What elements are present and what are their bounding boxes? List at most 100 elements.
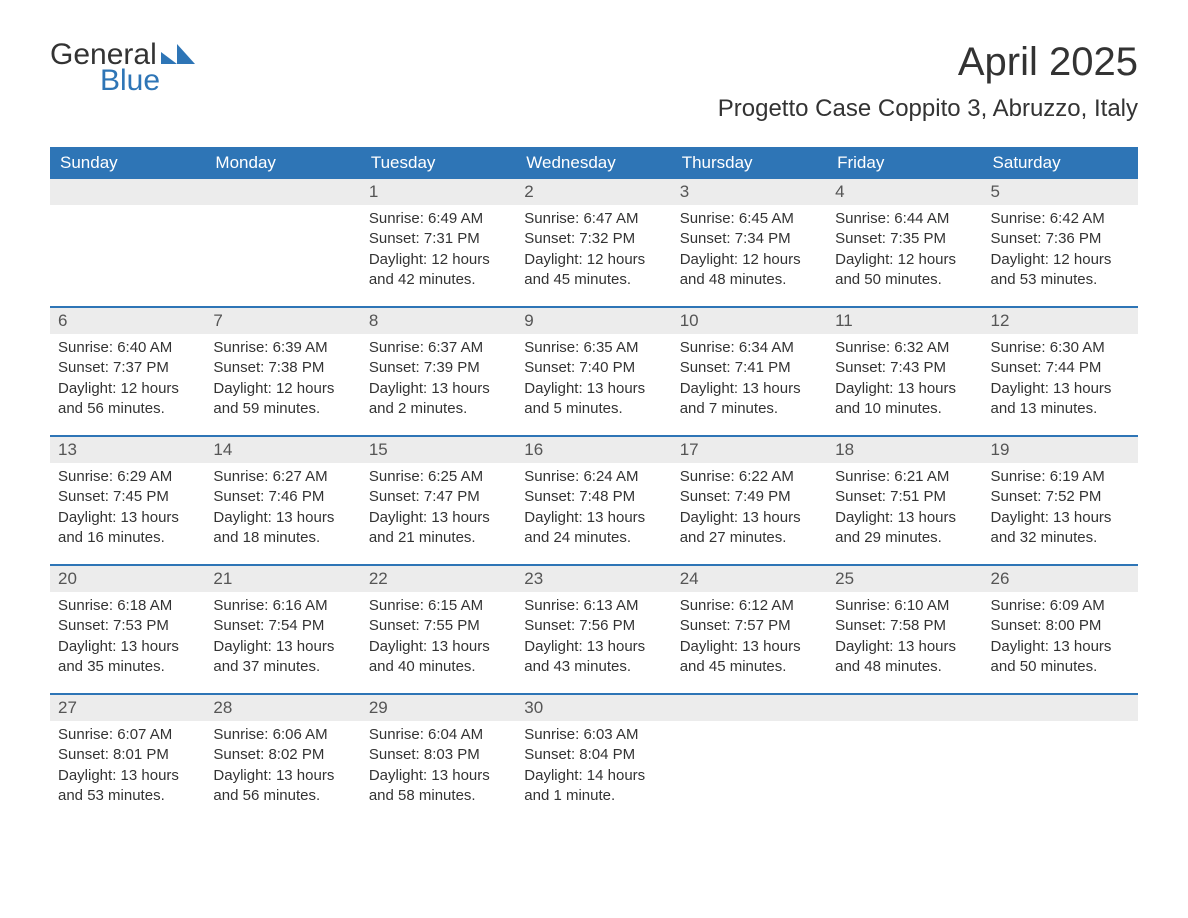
day-content: Sunrise: 6:13 AMSunset: 7:56 PMDaylight:…: [516, 592, 671, 687]
day-number-cell: [672, 694, 827, 721]
day-number-cell: 9: [516, 307, 671, 334]
day-content: Sunrise: 6:10 AMSunset: 7:58 PMDaylight:…: [827, 592, 982, 687]
day-number-cell: 24: [672, 565, 827, 592]
day-number-cell: 30: [516, 694, 671, 721]
day-number-cell: 17: [672, 436, 827, 463]
day-number-cell: 7: [205, 307, 360, 334]
day-number: 5: [983, 179, 1138, 205]
day-number: 17: [672, 437, 827, 463]
day-number: 11: [827, 308, 982, 334]
day-content-cell: Sunrise: 6:10 AMSunset: 7:58 PMDaylight:…: [827, 592, 982, 694]
day-content-cell: Sunrise: 6:47 AMSunset: 7:32 PMDaylight:…: [516, 205, 671, 307]
weekday-header: Monday: [205, 147, 360, 179]
day-number: 23: [516, 566, 671, 592]
day-content: Sunrise: 6:07 AMSunset: 8:01 PMDaylight:…: [50, 721, 205, 816]
day-content: [672, 721, 827, 735]
calendar-table: Sunday Monday Tuesday Wednesday Thursday…: [50, 147, 1138, 823]
day-content-cell: Sunrise: 6:37 AMSunset: 7:39 PMDaylight:…: [361, 334, 516, 436]
day-content: Sunrise: 6:09 AMSunset: 8:00 PMDaylight:…: [983, 592, 1138, 687]
weekday-header: Tuesday: [361, 147, 516, 179]
day-content: Sunrise: 6:03 AMSunset: 8:04 PMDaylight:…: [516, 721, 671, 816]
day-number-cell: 2: [516, 179, 671, 205]
day-content: [983, 721, 1138, 735]
day-content-cell: Sunrise: 6:22 AMSunset: 7:49 PMDaylight:…: [672, 463, 827, 565]
day-number: [50, 179, 205, 205]
day-number: 22: [361, 566, 516, 592]
brand-logo: General Blue: [50, 40, 195, 96]
day-number: 2: [516, 179, 671, 205]
day-content: Sunrise: 6:49 AMSunset: 7:31 PMDaylight:…: [361, 205, 516, 300]
day-content-cell: Sunrise: 6:24 AMSunset: 7:48 PMDaylight:…: [516, 463, 671, 565]
day-content-cell: Sunrise: 6:09 AMSunset: 8:00 PMDaylight:…: [983, 592, 1138, 694]
day-number: [205, 179, 360, 205]
day-number: 24: [672, 566, 827, 592]
day-number-cell: [827, 694, 982, 721]
day-number-cell: 13: [50, 436, 205, 463]
day-number: 25: [827, 566, 982, 592]
day-content: Sunrise: 6:44 AMSunset: 7:35 PMDaylight:…: [827, 205, 982, 300]
day-content-cell: Sunrise: 6:15 AMSunset: 7:55 PMDaylight:…: [361, 592, 516, 694]
day-content-cell: Sunrise: 6:19 AMSunset: 7:52 PMDaylight:…: [983, 463, 1138, 565]
day-content-cell: Sunrise: 6:39 AMSunset: 7:38 PMDaylight:…: [205, 334, 360, 436]
day-number: 13: [50, 437, 205, 463]
day-number-cell: 10: [672, 307, 827, 334]
brand-word2: Blue: [100, 66, 195, 96]
day-content-cell: Sunrise: 6:49 AMSunset: 7:31 PMDaylight:…: [361, 205, 516, 307]
day-number-cell: 28: [205, 694, 360, 721]
day-number: 7: [205, 308, 360, 334]
day-content: Sunrise: 6:19 AMSunset: 7:52 PMDaylight:…: [983, 463, 1138, 558]
day-content: Sunrise: 6:40 AMSunset: 7:37 PMDaylight:…: [50, 334, 205, 429]
day-content: Sunrise: 6:25 AMSunset: 7:47 PMDaylight:…: [361, 463, 516, 558]
day-number-cell: 19: [983, 436, 1138, 463]
day-content: [205, 205, 360, 219]
day-content-cell: Sunrise: 6:03 AMSunset: 8:04 PMDaylight:…: [516, 721, 671, 823]
day-number-cell: 21: [205, 565, 360, 592]
day-content: Sunrise: 6:16 AMSunset: 7:54 PMDaylight:…: [205, 592, 360, 687]
day-number-cell: 5: [983, 179, 1138, 205]
day-content-cell: Sunrise: 6:27 AMSunset: 7:46 PMDaylight:…: [205, 463, 360, 565]
day-content: Sunrise: 6:42 AMSunset: 7:36 PMDaylight:…: [983, 205, 1138, 300]
day-number: 30: [516, 695, 671, 721]
day-content-cell: Sunrise: 6:18 AMSunset: 7:53 PMDaylight:…: [50, 592, 205, 694]
day-content: Sunrise: 6:39 AMSunset: 7:38 PMDaylight:…: [205, 334, 360, 429]
day-content: Sunrise: 6:18 AMSunset: 7:53 PMDaylight:…: [50, 592, 205, 687]
day-content: Sunrise: 6:29 AMSunset: 7:45 PMDaylight:…: [50, 463, 205, 558]
day-number: 6: [50, 308, 205, 334]
header: General Blue April 2025 Progetto Case Co…: [50, 40, 1138, 123]
day-number: [827, 695, 982, 721]
day-content: Sunrise: 6:34 AMSunset: 7:41 PMDaylight:…: [672, 334, 827, 429]
day-number: 29: [361, 695, 516, 721]
day-number-cell: 8: [361, 307, 516, 334]
day-number: 12: [983, 308, 1138, 334]
day-content: Sunrise: 6:37 AMSunset: 7:39 PMDaylight:…: [361, 334, 516, 429]
day-number: 19: [983, 437, 1138, 463]
day-content-cell: [205, 205, 360, 307]
day-number-cell: [983, 694, 1138, 721]
weekday-header: Saturday: [983, 147, 1138, 179]
day-content: Sunrise: 6:32 AMSunset: 7:43 PMDaylight:…: [827, 334, 982, 429]
day-content: Sunrise: 6:45 AMSunset: 7:34 PMDaylight:…: [672, 205, 827, 300]
day-content: Sunrise: 6:35 AMSunset: 7:40 PMDaylight:…: [516, 334, 671, 429]
day-content-cell: Sunrise: 6:21 AMSunset: 7:51 PMDaylight:…: [827, 463, 982, 565]
day-content-cell: Sunrise: 6:44 AMSunset: 7:35 PMDaylight:…: [827, 205, 982, 307]
weekday-header: Sunday: [50, 147, 205, 179]
day-content: [50, 205, 205, 219]
day-content-cell: [827, 721, 982, 823]
day-number: 10: [672, 308, 827, 334]
day-number-cell: 23: [516, 565, 671, 592]
day-number: 28: [205, 695, 360, 721]
day-content: Sunrise: 6:06 AMSunset: 8:02 PMDaylight:…: [205, 721, 360, 816]
day-number: 4: [827, 179, 982, 205]
day-number: [672, 695, 827, 721]
weekday-header: Thursday: [672, 147, 827, 179]
day-number-cell: 18: [827, 436, 982, 463]
weekday-header: Friday: [827, 147, 982, 179]
day-content-cell: [983, 721, 1138, 823]
day-content: Sunrise: 6:22 AMSunset: 7:49 PMDaylight:…: [672, 463, 827, 558]
day-content: Sunrise: 6:12 AMSunset: 7:57 PMDaylight:…: [672, 592, 827, 687]
day-number-cell: 27: [50, 694, 205, 721]
day-content: Sunrise: 6:30 AMSunset: 7:44 PMDaylight:…: [983, 334, 1138, 429]
day-number: 27: [50, 695, 205, 721]
day-number-cell: 16: [516, 436, 671, 463]
day-number-cell: 29: [361, 694, 516, 721]
